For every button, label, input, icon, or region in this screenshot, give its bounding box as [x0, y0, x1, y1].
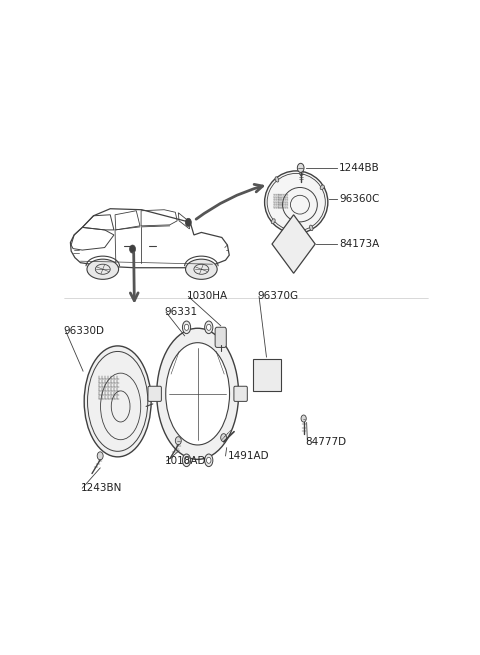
Circle shape — [184, 324, 189, 330]
Circle shape — [297, 163, 304, 172]
Ellipse shape — [156, 328, 239, 459]
Ellipse shape — [275, 177, 279, 182]
Ellipse shape — [182, 321, 191, 333]
Circle shape — [301, 415, 306, 422]
Text: 96330D: 96330D — [64, 326, 105, 336]
Ellipse shape — [320, 185, 324, 190]
Text: 1018AD: 1018AD — [165, 456, 206, 466]
Text: 84777D: 84777D — [305, 437, 347, 447]
Circle shape — [206, 324, 211, 330]
FancyBboxPatch shape — [234, 386, 247, 402]
Polygon shape — [272, 215, 315, 273]
Text: 1030HA: 1030HA — [186, 291, 228, 301]
Ellipse shape — [186, 259, 217, 279]
Circle shape — [185, 218, 192, 227]
Circle shape — [175, 437, 181, 445]
Ellipse shape — [204, 321, 213, 333]
Text: 96360C: 96360C — [339, 194, 379, 204]
Text: 1244BB: 1244BB — [339, 163, 380, 173]
Ellipse shape — [204, 454, 213, 466]
Text: 84173A: 84173A — [339, 239, 379, 249]
Circle shape — [97, 452, 103, 460]
Text: 1491AD: 1491AD — [228, 451, 269, 461]
Ellipse shape — [87, 259, 119, 279]
Ellipse shape — [271, 219, 275, 224]
Circle shape — [130, 245, 135, 253]
Text: 96331: 96331 — [164, 307, 197, 317]
Text: 96370G: 96370G — [257, 291, 298, 301]
Ellipse shape — [166, 343, 229, 445]
Ellipse shape — [310, 225, 313, 231]
Ellipse shape — [300, 170, 303, 176]
Circle shape — [206, 457, 211, 463]
Circle shape — [221, 434, 227, 441]
Text: 1243BN: 1243BN — [81, 483, 122, 493]
Ellipse shape — [264, 171, 328, 233]
Ellipse shape — [182, 454, 191, 466]
FancyBboxPatch shape — [215, 328, 226, 347]
Bar — [253, 358, 281, 391]
FancyBboxPatch shape — [148, 386, 161, 402]
Circle shape — [184, 457, 189, 463]
Ellipse shape — [84, 346, 151, 457]
